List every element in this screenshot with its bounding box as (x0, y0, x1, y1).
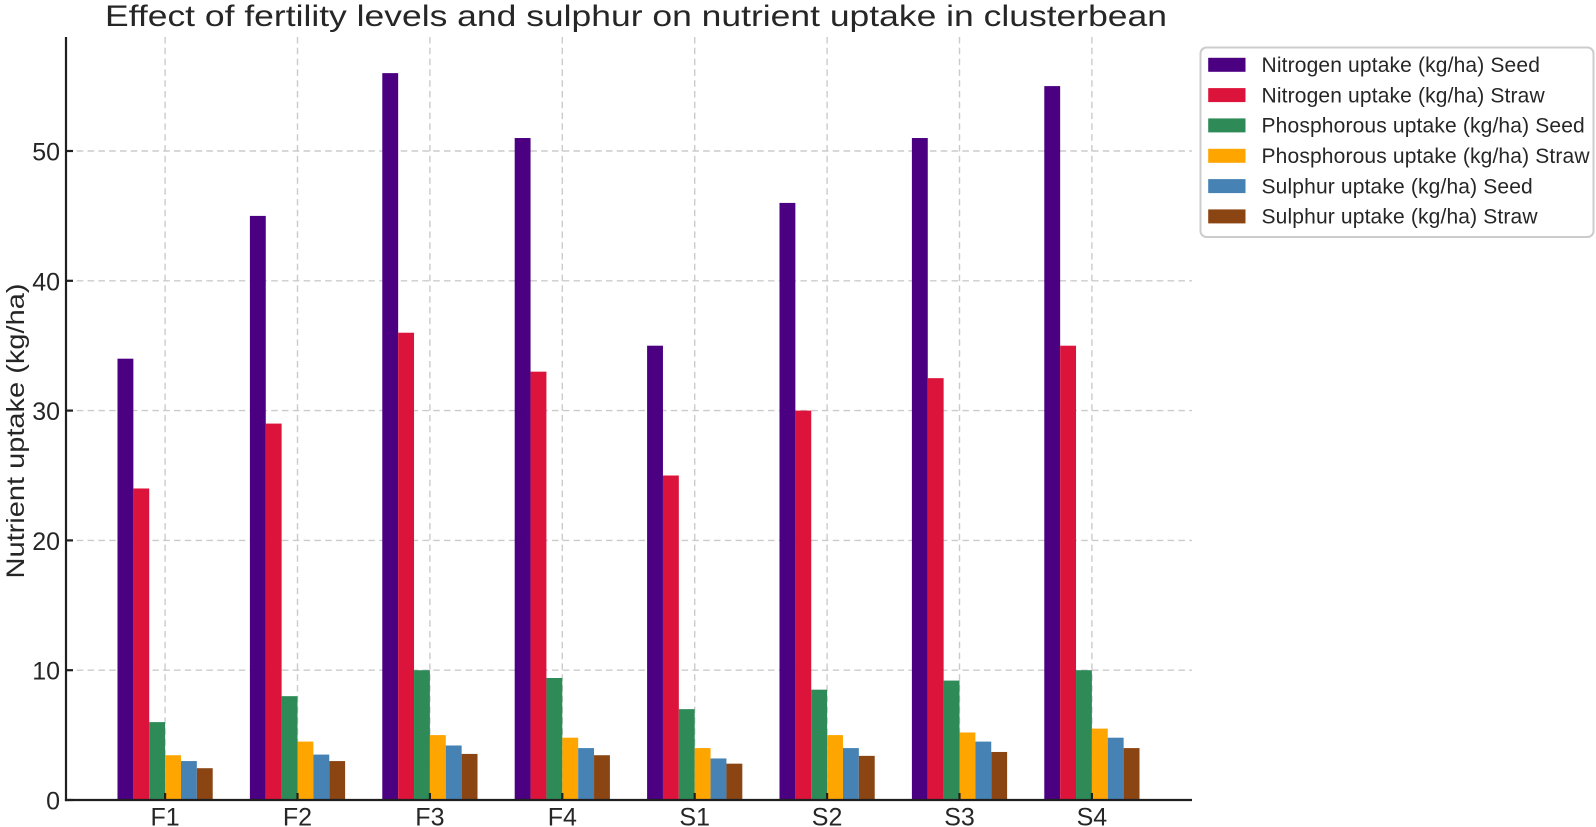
svg-text:F4: F4 (548, 804, 577, 827)
svg-text:F2: F2 (283, 804, 312, 827)
svg-text:Nitrogen uptake (kg/ha) Straw: Nitrogen uptake (kg/ha) Straw (1262, 84, 1546, 107)
svg-text:20: 20 (32, 528, 60, 556)
svg-text:F1: F1 (151, 804, 180, 827)
svg-text:40: 40 (32, 268, 60, 296)
svg-text:S3: S3 (944, 804, 975, 827)
svg-text:50: 50 (32, 139, 60, 167)
svg-text:Nitrogen uptake (kg/ha) Seed: Nitrogen uptake (kg/ha) Seed (1262, 54, 1541, 77)
svg-text:Effect of fertility levels and: Effect of fertility levels and sulphur o… (105, 0, 1167, 33)
svg-text:S4: S4 (1077, 804, 1108, 827)
svg-text:S1: S1 (679, 804, 710, 827)
svg-text:Sulphur uptake (kg/ha) Straw: Sulphur uptake (kg/ha) Straw (1262, 206, 1539, 229)
svg-text:Sulphur uptake (kg/ha) Seed: Sulphur uptake (kg/ha) Seed (1262, 175, 1533, 198)
svg-text:Phosphorous uptake (kg/ha) Str: Phosphorous uptake (kg/ha) Straw (1262, 145, 1591, 168)
svg-text:Nutrient uptake (kg/ha): Nutrient uptake (kg/ha) (2, 284, 30, 579)
svg-text:F3: F3 (415, 804, 444, 827)
svg-text:Phosphorous uptake (kg/ha) See: Phosphorous uptake (kg/ha) Seed (1262, 115, 1585, 138)
svg-text:30: 30 (32, 398, 60, 426)
svg-text:10: 10 (32, 658, 60, 686)
svg-text:0: 0 (46, 788, 60, 816)
svg-text:S2: S2 (812, 804, 843, 827)
